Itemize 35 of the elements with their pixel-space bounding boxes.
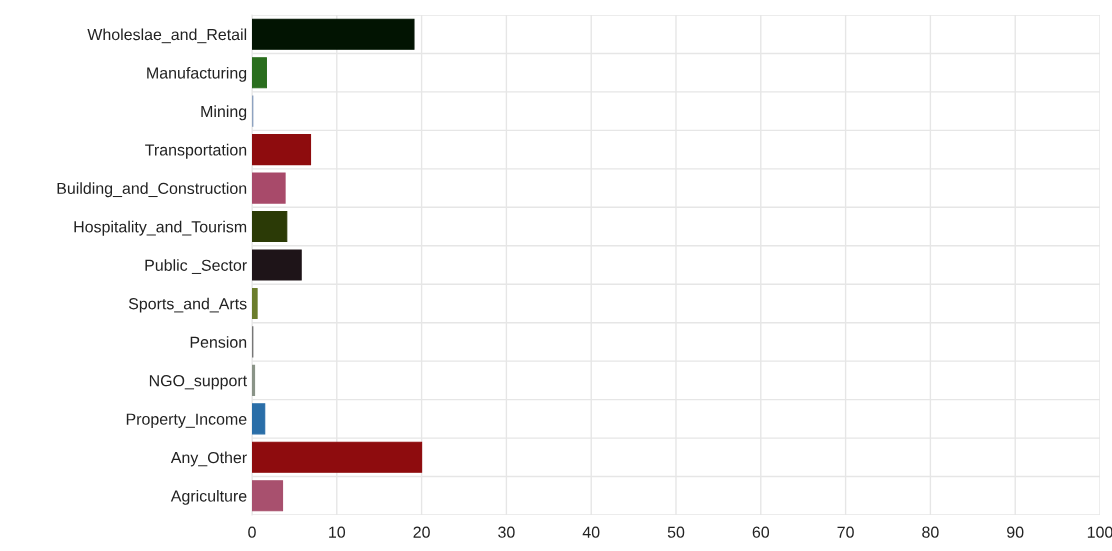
x-tick-label: 90 xyxy=(1007,526,1024,538)
y-tick-label: Wholeslae_and_Retail xyxy=(87,28,247,44)
x-tick-label: 60 xyxy=(752,526,770,538)
bar xyxy=(252,18,415,50)
x-tick-label: 30 xyxy=(498,526,515,538)
bar xyxy=(252,441,423,473)
x-tick-label: 80 xyxy=(922,526,939,538)
bar xyxy=(252,172,286,204)
x-tick-label: 50 xyxy=(667,526,685,538)
x-tick-label: 40 xyxy=(582,526,600,538)
x-tick-label: 10 xyxy=(329,526,346,538)
x-tick-label: 20 xyxy=(413,526,430,538)
x-tick-label: 70 xyxy=(837,526,854,538)
bar xyxy=(252,134,312,166)
y-tick-label: NGO_support xyxy=(149,375,248,390)
x-tick-label: 100 xyxy=(1087,526,1112,538)
bar xyxy=(252,364,256,396)
y-tick-label: Property_Income xyxy=(126,413,247,428)
y-tick-label: Transportation xyxy=(145,143,247,159)
bar xyxy=(252,249,302,281)
bar xyxy=(252,480,284,512)
y-tick-label: Manufacturing xyxy=(147,66,247,82)
y-tick-label: Public _Sector xyxy=(145,259,247,274)
y-tick-label: Sports_and_Arts xyxy=(128,297,247,313)
bar xyxy=(252,57,267,89)
bar xyxy=(252,287,258,320)
y-tick-label: Pension xyxy=(190,336,247,348)
y-tick-label: Building_and_Construction xyxy=(57,182,247,198)
bar xyxy=(252,210,288,243)
y-tick-label: Hospitality_and_Tourism xyxy=(74,220,247,236)
y-tick-label: Agriculture xyxy=(170,489,247,505)
x-tick-label: 0 xyxy=(248,526,256,538)
y-tick-label: Mining xyxy=(201,105,247,121)
bar xyxy=(252,403,266,435)
y-tick-label: Any_Other xyxy=(170,451,247,467)
